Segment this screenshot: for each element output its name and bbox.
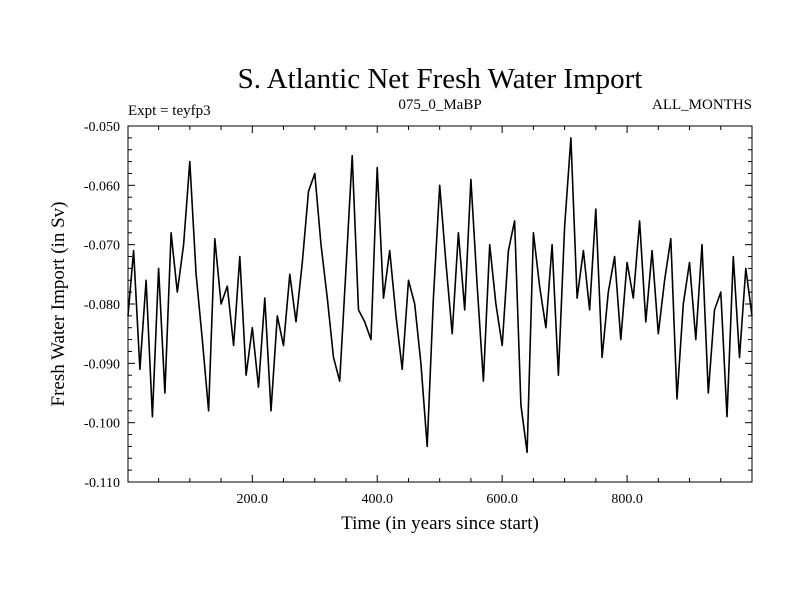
chart-title: S. Atlantic Net Fresh Water Import [238, 63, 643, 95]
experiment-label: Expt = teyfp3 [128, 103, 211, 119]
y-tick-label: -0.110 [84, 476, 120, 491]
x-axis-label: Time (in years since start) [341, 513, 539, 534]
x-tick-label: 200.0 [237, 492, 269, 507]
y-tick-label: -0.090 [84, 357, 120, 372]
plot-area [127, 137, 753, 454]
x-tick-label: 600.0 [486, 492, 518, 507]
y-tick-label: -0.100 [84, 417, 120, 432]
y-tick-label: -0.050 [84, 120, 120, 135]
axis-ticks: -0.110 -0.100 -0.090 -0.080 -0.070 -0.060 -0.0… [84, 120, 752, 507]
y-tick-label: -0.060 [84, 179, 120, 194]
y-tick-label: -0.070 [84, 239, 120, 254]
y-tick-label: -0.080 [84, 298, 120, 313]
data-series-line [127, 137, 753, 454]
y-axis-label: Fresh Water Import (in Sv) [48, 202, 69, 407]
x-tick-label: 400.0 [361, 492, 393, 507]
x-tick-label: 800.0 [611, 492, 643, 507]
plot-frame [127, 125, 753, 483]
months-label: ALL_MONTHS [652, 97, 752, 113]
period-label: 075_0_MaBP [398, 97, 481, 113]
